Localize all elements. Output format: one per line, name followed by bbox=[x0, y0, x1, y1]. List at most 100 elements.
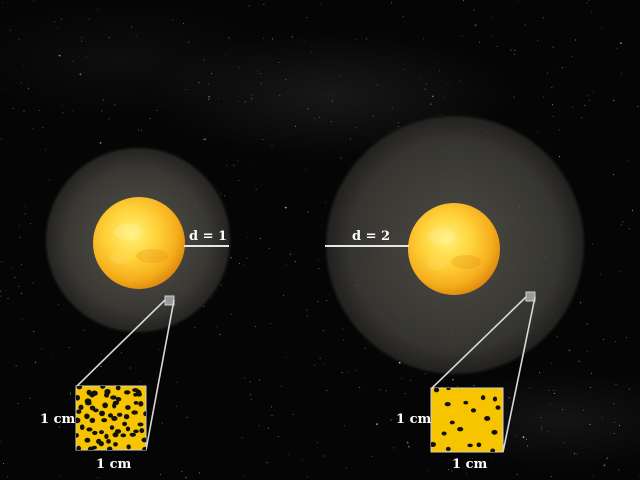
photon-dot bbox=[117, 412, 123, 417]
photon-dot bbox=[120, 433, 127, 438]
star bbox=[471, 458, 473, 459]
star bbox=[592, 476, 594, 478]
photon-dot bbox=[115, 386, 121, 391]
photon-dot bbox=[143, 411, 146, 417]
star bbox=[554, 68, 556, 70]
star bbox=[340, 157, 342, 159]
star bbox=[589, 387, 591, 389]
photon-dot bbox=[99, 410, 105, 417]
photon-dot bbox=[76, 417, 81, 424]
star bbox=[524, 24, 526, 26]
star bbox=[23, 64, 25, 66]
star bbox=[279, 95, 281, 97]
star bbox=[239, 263, 241, 265]
star bbox=[301, 458, 303, 460]
star bbox=[230, 313, 232, 315]
star bbox=[49, 179, 51, 181]
right-guide-line-right bbox=[502, 296, 536, 453]
star bbox=[359, 387, 361, 388]
star bbox=[420, 76, 422, 78]
star bbox=[135, 35, 137, 37]
star bbox=[613, 100, 615, 101]
photon-dot bbox=[84, 413, 90, 420]
star bbox=[571, 56, 573, 58]
star bbox=[552, 104, 554, 106]
star bbox=[637, 106, 639, 108]
photon-dot bbox=[445, 446, 451, 451]
star bbox=[138, 129, 140, 131]
photon-dot bbox=[480, 395, 486, 401]
left-sun-texture bbox=[110, 224, 168, 264]
photon-dot bbox=[76, 433, 79, 438]
star bbox=[343, 339, 345, 341]
star bbox=[208, 96, 211, 98]
star bbox=[305, 168, 306, 170]
star bbox=[393, 447, 395, 449]
star bbox=[120, 352, 122, 354]
star bbox=[62, 112, 64, 114]
star bbox=[365, 38, 367, 40]
star bbox=[238, 180, 240, 181]
star bbox=[23, 110, 25, 112]
star bbox=[562, 408, 563, 410]
star bbox=[526, 438, 528, 440]
photon-dot bbox=[433, 388, 440, 393]
star bbox=[379, 389, 381, 391]
star bbox=[249, 381, 251, 383]
star bbox=[69, 393, 71, 395]
star bbox=[603, 338, 605, 340]
star bbox=[247, 236, 249, 238]
star bbox=[613, 422, 615, 423]
star bbox=[149, 118, 151, 120]
star bbox=[101, 110, 103, 112]
star bbox=[613, 403, 615, 405]
star bbox=[21, 264, 23, 266]
star bbox=[522, 436, 525, 438]
star bbox=[601, 27, 603, 29]
star bbox=[356, 369, 358, 371]
star bbox=[423, 38, 425, 40]
star bbox=[287, 454, 289, 456]
star bbox=[277, 436, 279, 437]
photon-dot bbox=[99, 430, 104, 435]
left-guide-line-left bbox=[76, 299, 166, 387]
star bbox=[613, 433, 615, 435]
star bbox=[56, 27, 58, 29]
star bbox=[266, 461, 268, 463]
star bbox=[294, 261, 296, 262]
star bbox=[1, 261, 3, 263]
star bbox=[622, 221, 624, 223]
star bbox=[345, 467, 347, 469]
star bbox=[398, 121, 400, 123]
photon-dot bbox=[76, 386, 83, 390]
star bbox=[547, 72, 548, 74]
photon-dot bbox=[89, 417, 96, 423]
photon-dot bbox=[141, 437, 146, 443]
photon-dot bbox=[112, 400, 120, 406]
photon-dot bbox=[123, 390, 131, 395]
right-sample-dots bbox=[431, 388, 501, 452]
star bbox=[547, 430, 549, 432]
photon-dot bbox=[444, 401, 451, 407]
star bbox=[311, 51, 312, 53]
photon-dot bbox=[441, 431, 447, 436]
star bbox=[427, 470, 428, 472]
star bbox=[9, 29, 11, 31]
photon-dot bbox=[476, 442, 482, 448]
star bbox=[225, 54, 227, 56]
star bbox=[586, 2, 588, 4]
star bbox=[283, 294, 285, 296]
star bbox=[3, 463, 4, 465]
star bbox=[219, 334, 221, 335]
star bbox=[58, 303, 59, 305]
star bbox=[307, 476, 309, 478]
star bbox=[280, 385, 282, 387]
star bbox=[620, 73, 622, 75]
star bbox=[248, 5, 250, 7]
star bbox=[554, 393, 556, 394]
star bbox=[540, 417, 542, 419]
star bbox=[425, 83, 427, 85]
star bbox=[576, 453, 578, 455]
star bbox=[584, 104, 586, 106]
photon-dot bbox=[115, 397, 122, 402]
